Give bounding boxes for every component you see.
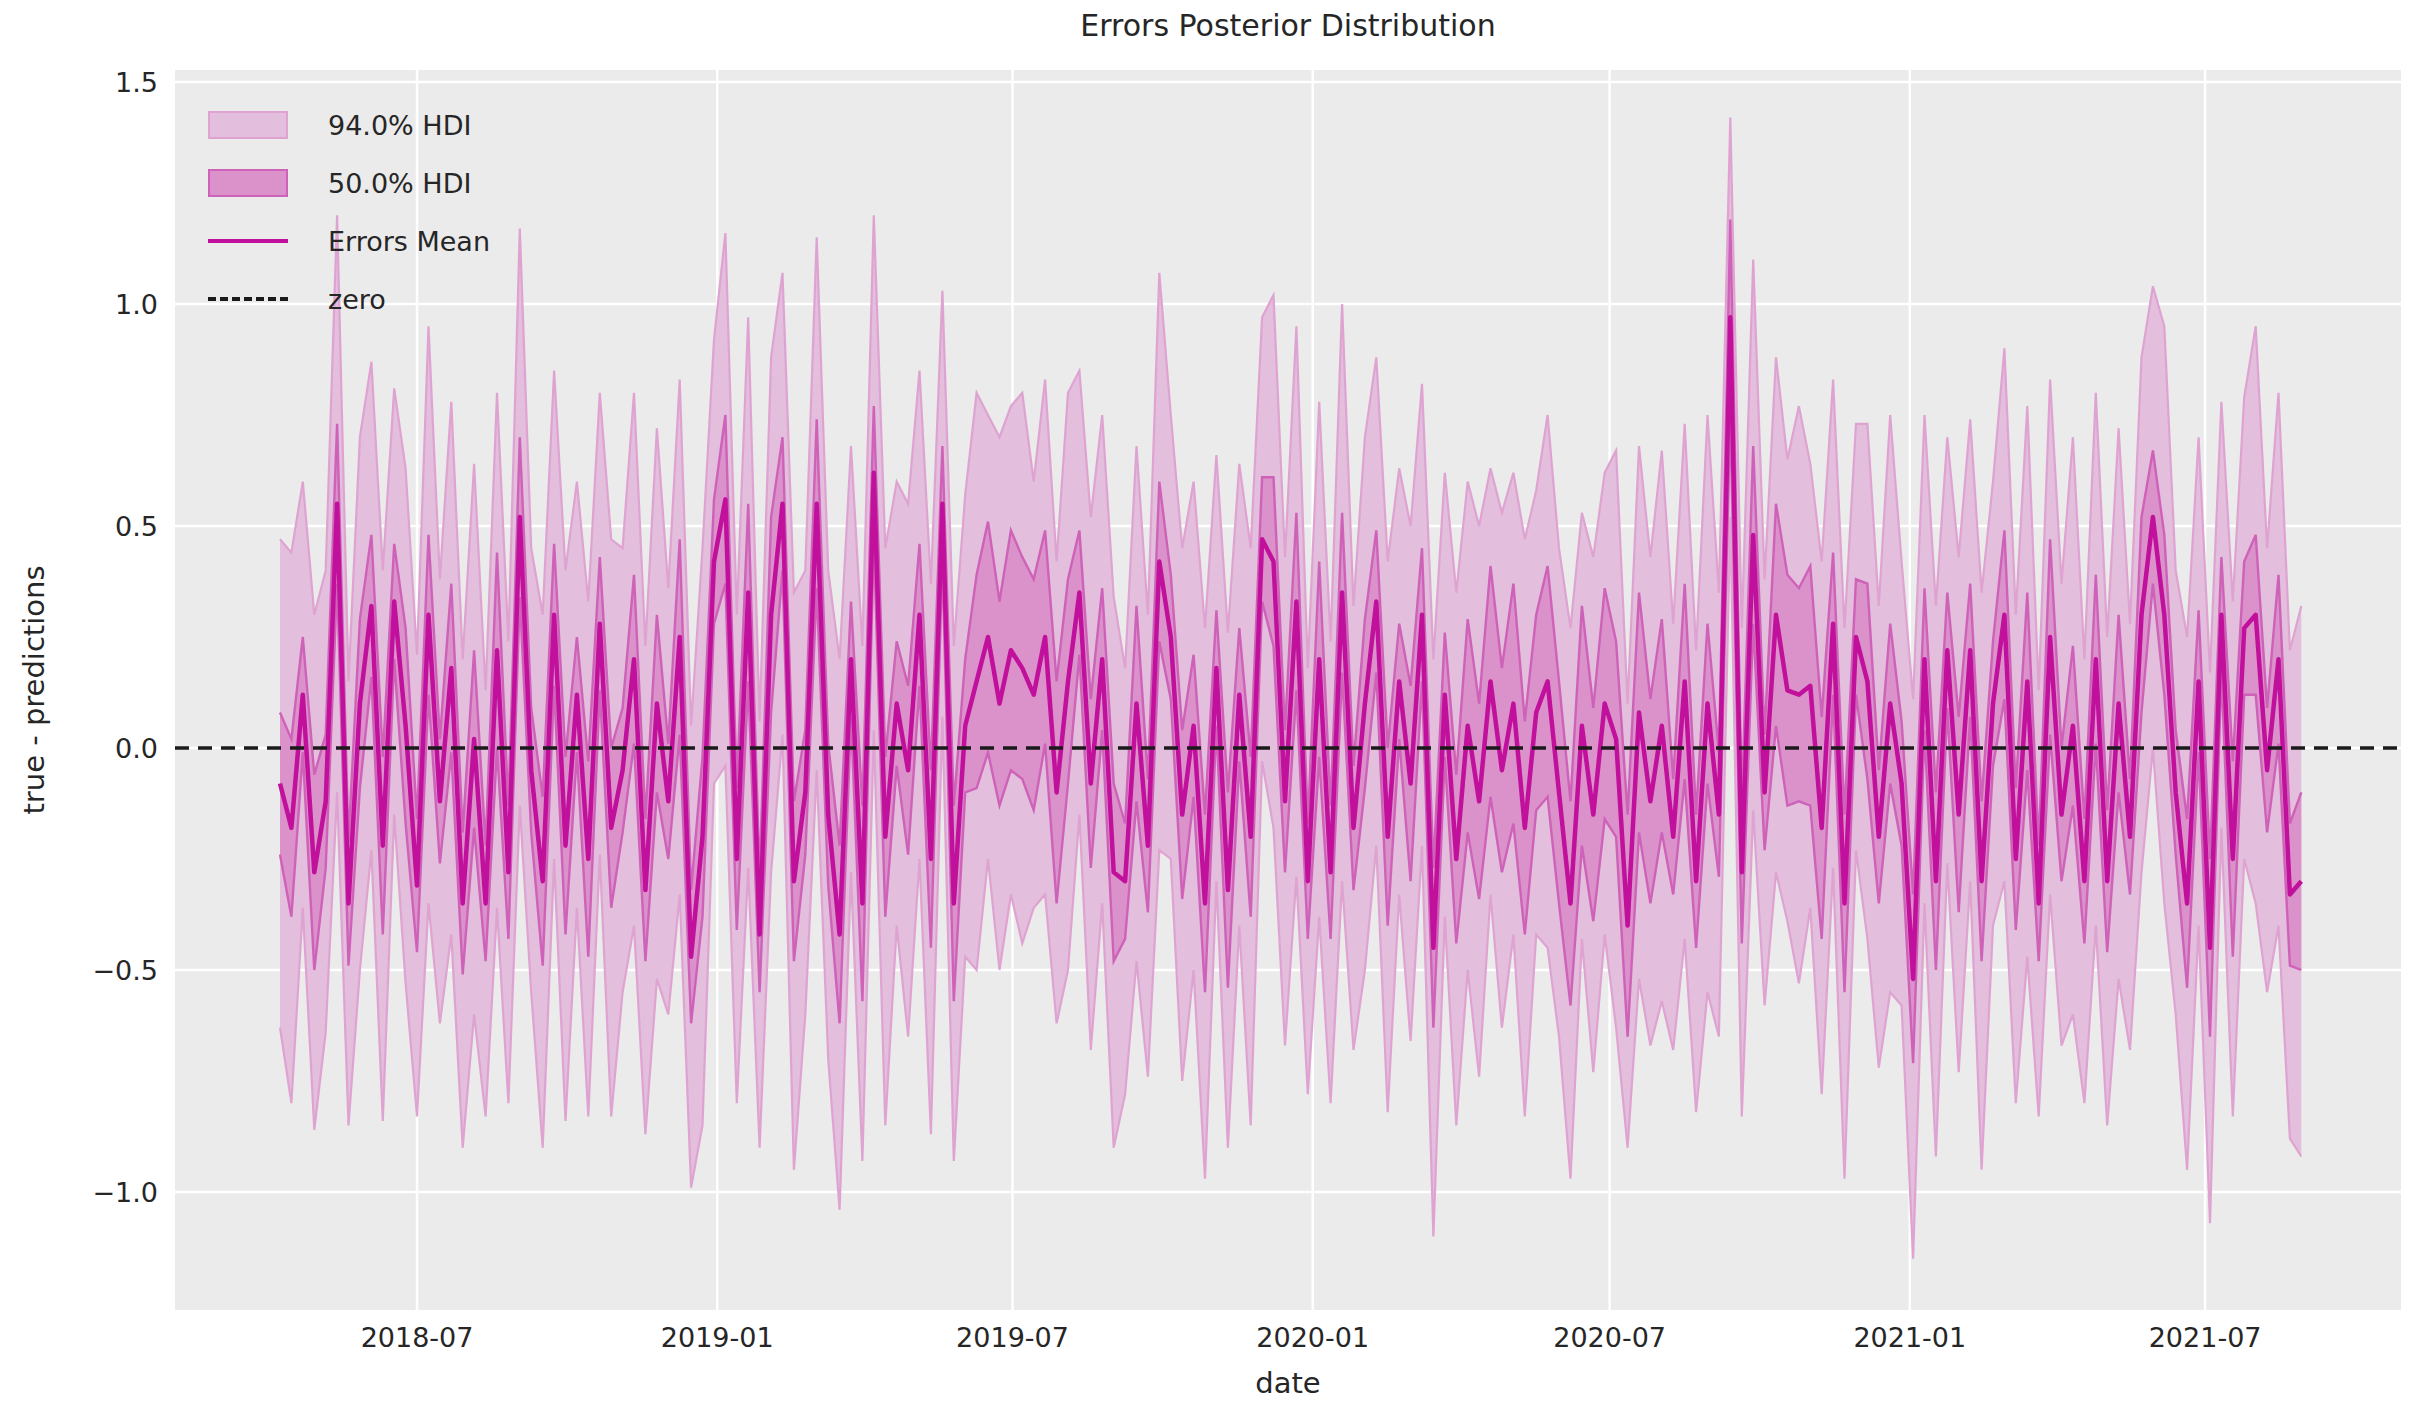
hdi-94-band-swatch-icon — [208, 111, 288, 139]
legend-item-errors-mean: Errors Mean — [208, 212, 490, 270]
legend-label-zero: zero — [328, 286, 386, 313]
x-tick-label: 2018-07 — [361, 1322, 474, 1353]
y-tick-label: 0.5 — [0, 511, 158, 542]
x-tick-label: 2020-07 — [1553, 1322, 1666, 1353]
y-tick-label: 0.0 — [0, 733, 158, 764]
legend-item-94hdi: 94.0% HDI — [208, 96, 490, 154]
mean-line-swatch-icon — [208, 239, 288, 243]
x-tick-label: 2020-01 — [1256, 1322, 1369, 1353]
x-tick-label: 2021-01 — [1853, 1322, 1966, 1353]
chart-title: Errors Posterior Distribution — [175, 8, 2401, 43]
x-tick-label: 2019-07 — [956, 1322, 1069, 1353]
legend-label-errors-mean: Errors Mean — [328, 228, 490, 255]
legend-label-50hdi: 50.0% HDI — [328, 170, 471, 197]
legend-label-94hdi: 94.0% HDI — [328, 112, 471, 139]
legend-item-zero: zero — [208, 270, 490, 328]
x-axis-label: date — [175, 1366, 2401, 1400]
y-tick-label: 1.5 — [0, 67, 158, 98]
legend: 94.0% HDI 50.0% HDI Errors Mean zero — [208, 96, 490, 328]
zero-line-swatch-icon — [208, 297, 288, 301]
legend-item-50hdi: 50.0% HDI — [208, 154, 490, 212]
x-tick-label: 2021-07 — [2149, 1322, 2262, 1353]
hdi-50-band-swatch-icon — [208, 169, 288, 197]
x-tick-label: 2019-01 — [661, 1322, 774, 1353]
y-axis-label: true - predictions — [17, 565, 51, 814]
y-tick-label: −0.5 — [0, 955, 158, 986]
figure: Errors Posterior Distribution true - pre… — [0, 0, 2423, 1423]
y-tick-label: −1.0 — [0, 1177, 158, 1208]
y-tick-label: 1.0 — [0, 289, 158, 320]
